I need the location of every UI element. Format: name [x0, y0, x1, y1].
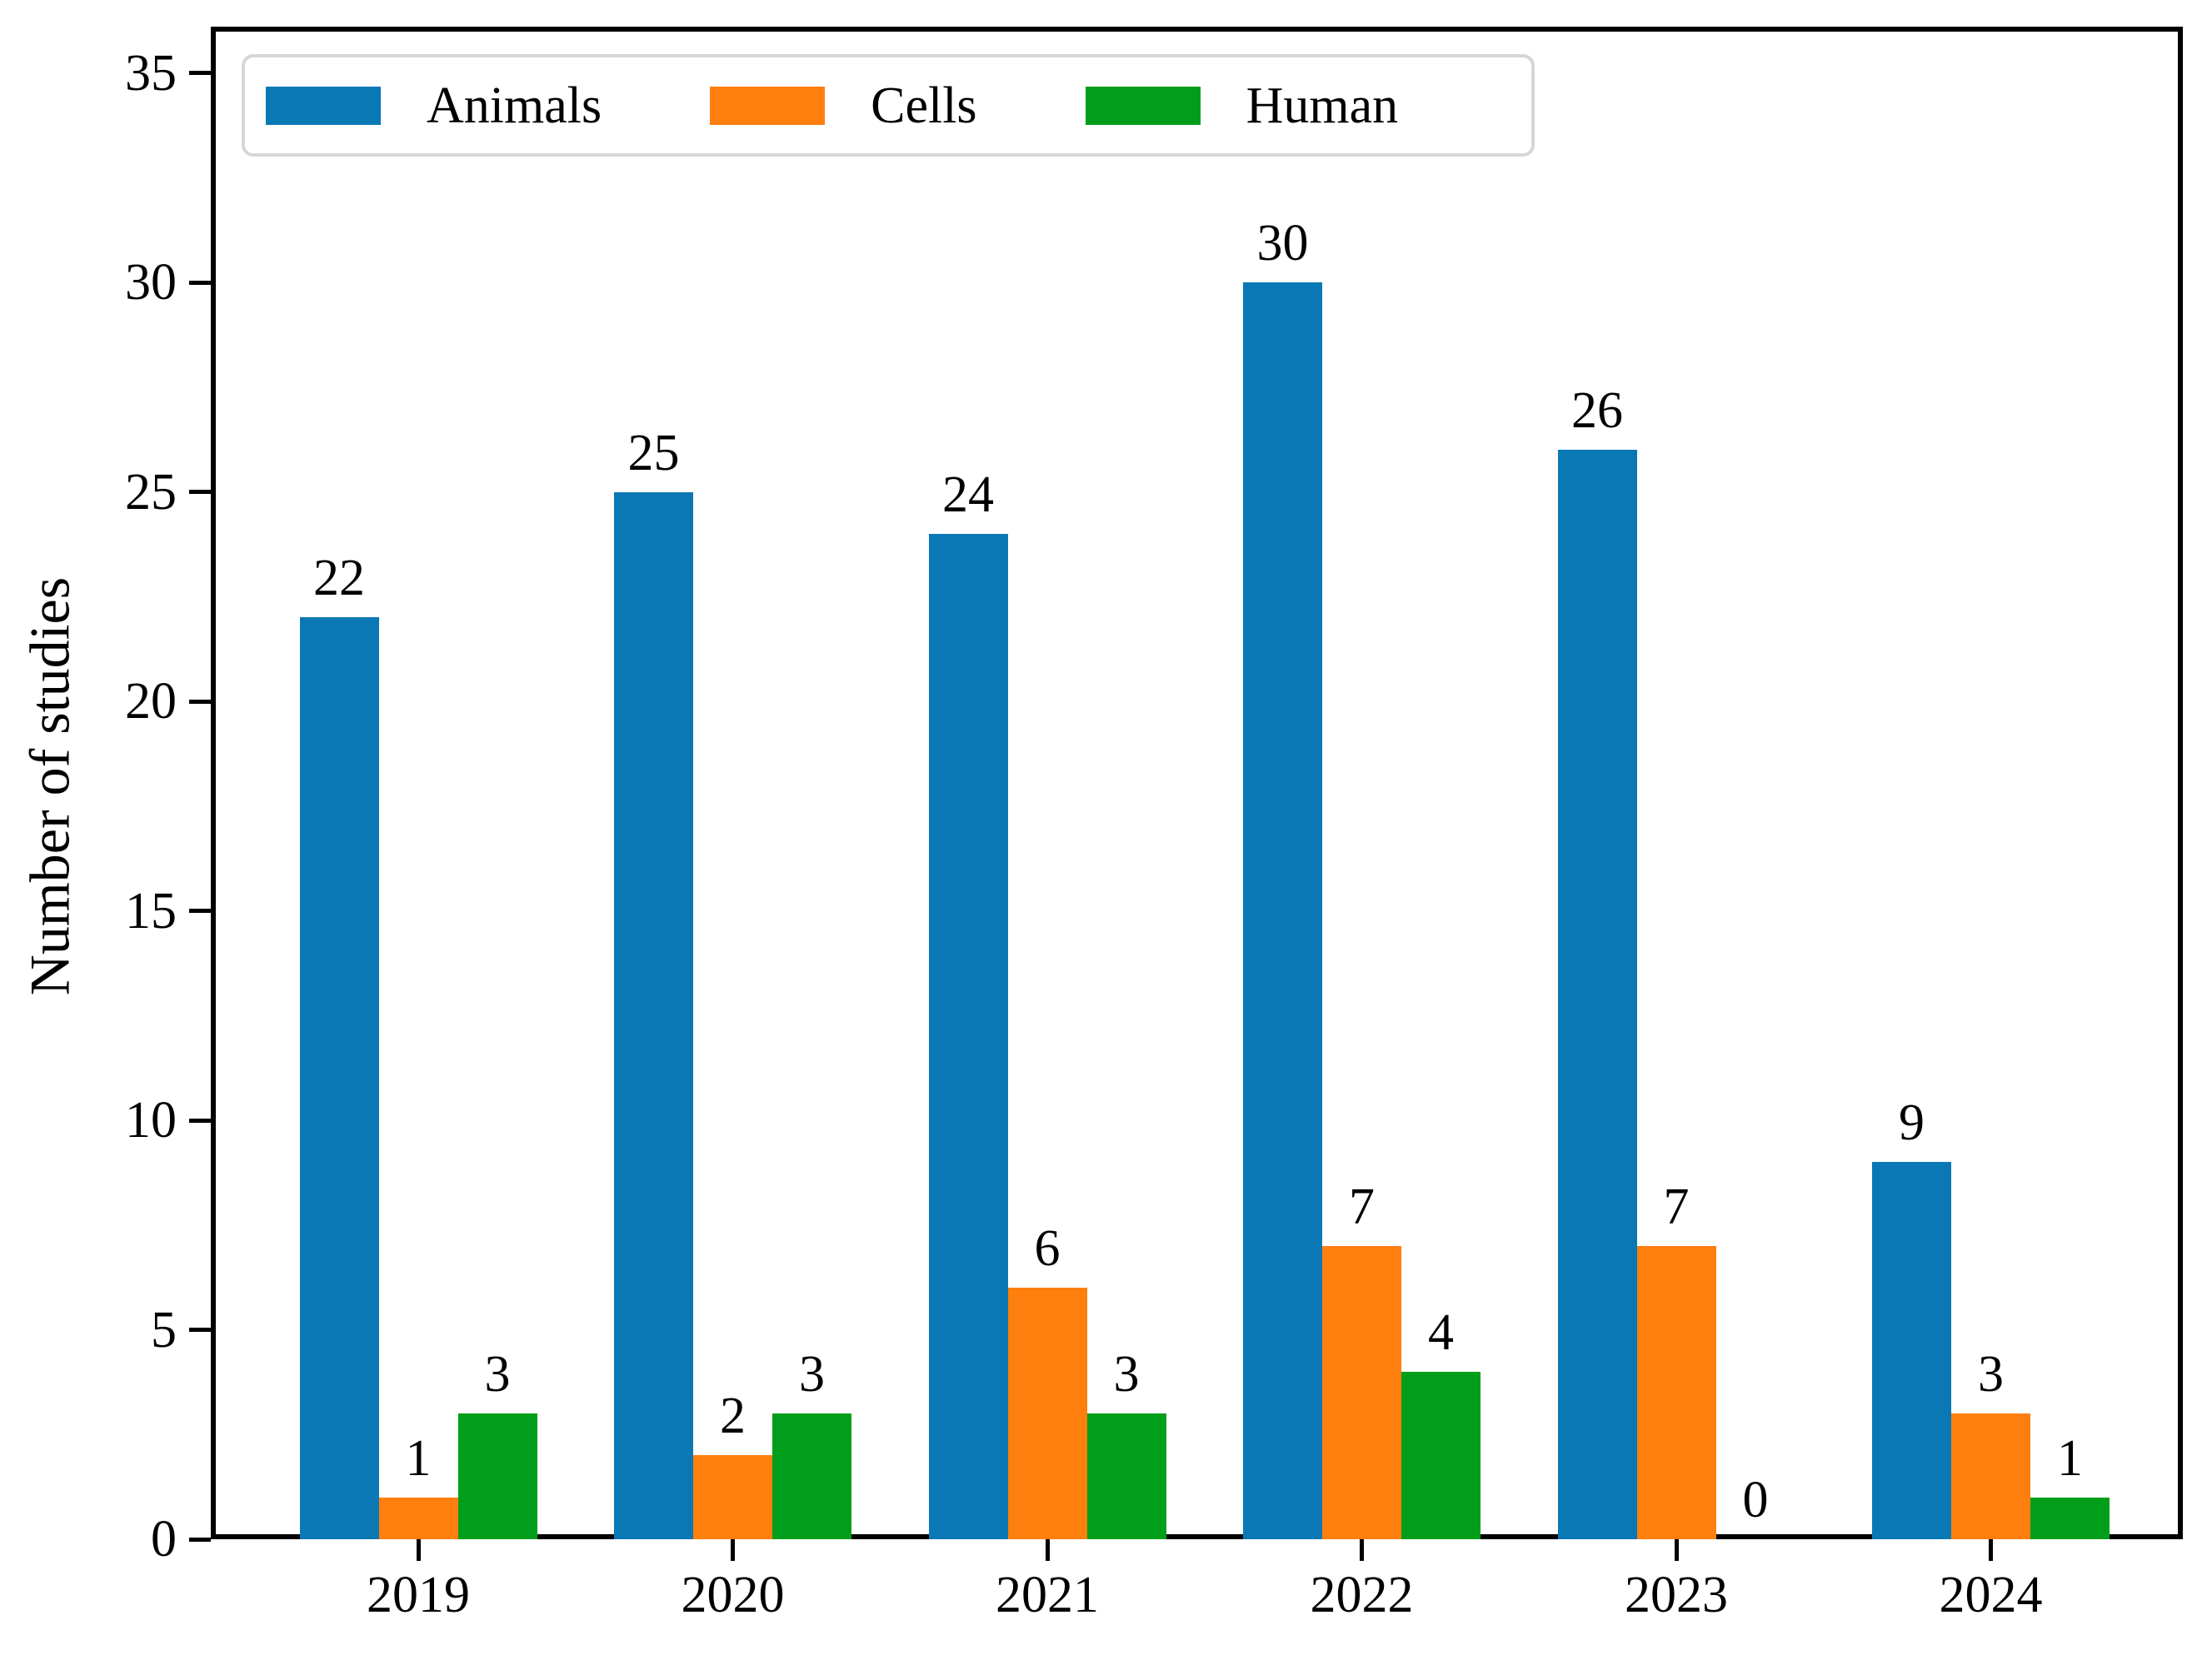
- y-axis-tick: [189, 909, 211, 913]
- y-axis-tick: [189, 1118, 211, 1123]
- x-axis-tick: [416, 1539, 421, 1561]
- x-axis-tick-label: 2024: [1939, 1567, 2043, 1623]
- bar-value-label: 1: [405, 1429, 432, 1487]
- bar-human-2022: [1401, 1371, 1480, 1539]
- y-axis-tick: [189, 1537, 211, 1542]
- bar-animals-2021: [928, 533, 1008, 1539]
- legend: Animals Cells Human: [242, 54, 1535, 157]
- x-axis-tick-label: 2019: [367, 1567, 470, 1623]
- bar-animals-2023: [1557, 450, 1637, 1539]
- y-axis-tick: [189, 71, 211, 75]
- bar-cells-2021: [1007, 1288, 1087, 1539]
- x-axis-tick-label: 2021: [996, 1567, 1099, 1623]
- legend-swatch-cells: [710, 86, 826, 125]
- bar-animals-2019: [299, 617, 379, 1539]
- legend-item-animals: Animals: [266, 80, 602, 132]
- bar-value-label: 7: [1663, 1178, 1690, 1235]
- x-axis-tick: [1674, 1539, 1679, 1561]
- bar-cells-2024: [1951, 1413, 2030, 1539]
- legend-item-human: Human: [1085, 77, 1399, 134]
- y-axis-tick-label: 0: [151, 1511, 177, 1568]
- x-axis-tick-label: 2020: [681, 1567, 785, 1623]
- bar-cells-2020: [693, 1455, 772, 1539]
- legend-label: Cells: [871, 77, 977, 134]
- bar-value-label: 7: [1349, 1178, 1375, 1235]
- y-axis-tick-label: 10: [125, 1092, 177, 1149]
- x-axis-tick: [1360, 1539, 1364, 1561]
- y-axis-tick-label: 15: [125, 882, 177, 940]
- bar-value-label: 3: [484, 1346, 511, 1403]
- bar-animals-2024: [1872, 1162, 1951, 1539]
- y-axis-tick: [189, 280, 211, 285]
- bar-human-2024: [2030, 1497, 2110, 1539]
- bar-value-label: 3: [1978, 1346, 2004, 1403]
- bar-cells-2019: [378, 1497, 458, 1539]
- legend-swatch-animals: [266, 86, 381, 125]
- bar-human-2019: [457, 1413, 537, 1539]
- y-axis-title: Number of studies: [17, 576, 82, 996]
- x-axis-tick-label: 2022: [1310, 1567, 1414, 1623]
- legend-label: Animals: [427, 77, 602, 134]
- bar-animals-2022: [1243, 282, 1322, 1539]
- y-axis-tick: [189, 1328, 211, 1332]
- x-axis-tick-label: 2023: [1625, 1567, 1728, 1623]
- y-axis-tick-label: 5: [151, 1301, 177, 1358]
- bar-value-label: 4: [1428, 1304, 1454, 1361]
- x-axis-tick: [1045, 1539, 1050, 1561]
- legend-swatch-human: [1085, 86, 1201, 125]
- y-axis-tick-label: 25: [125, 463, 177, 521]
- bar-value-label: 3: [799, 1346, 825, 1403]
- bar-value-label: 6: [1034, 1220, 1061, 1278]
- bar-value-label: 26: [1571, 382, 1623, 440]
- bar-human-2021: [1086, 1413, 1166, 1539]
- y-axis-tick: [189, 490, 211, 494]
- plot-area: [211, 27, 2183, 1539]
- legend-item-cells: Cells: [710, 77, 977, 134]
- x-axis-tick: [731, 1539, 735, 1561]
- y-axis-tick: [189, 699, 211, 704]
- bar-cells-2022: [1322, 1245, 1401, 1539]
- y-axis-tick-label: 35: [125, 44, 177, 102]
- bar-value-label: 22: [313, 550, 365, 607]
- bar-value-label: 0: [1742, 1472, 1769, 1528]
- bar-cells-2023: [1636, 1245, 1716, 1539]
- bar-value-label: 1: [2057, 1429, 2083, 1487]
- bar-animals-2020: [614, 491, 693, 1539]
- bar-human-2020: [772, 1413, 851, 1539]
- y-axis-tick-label: 30: [125, 254, 177, 311]
- bar-value-label: 24: [942, 466, 994, 523]
- bar-value-label: 2: [720, 1388, 746, 1445]
- legend-label: Human: [1246, 77, 1399, 134]
- bar-value-label: 3: [1113, 1346, 1140, 1403]
- y-axis-tick-label: 20: [125, 673, 177, 730]
- bar-value-label: 25: [627, 424, 680, 481]
- bar-value-label: 30: [1256, 215, 1309, 272]
- x-axis-tick: [1989, 1539, 1993, 1561]
- bars-layer: 22 1 3 25 2 3 24 6 3 30 7 4 26 7 0 9 3 1: [211, 27, 2183, 1539]
- bar-value-label: 9: [1899, 1094, 1925, 1152]
